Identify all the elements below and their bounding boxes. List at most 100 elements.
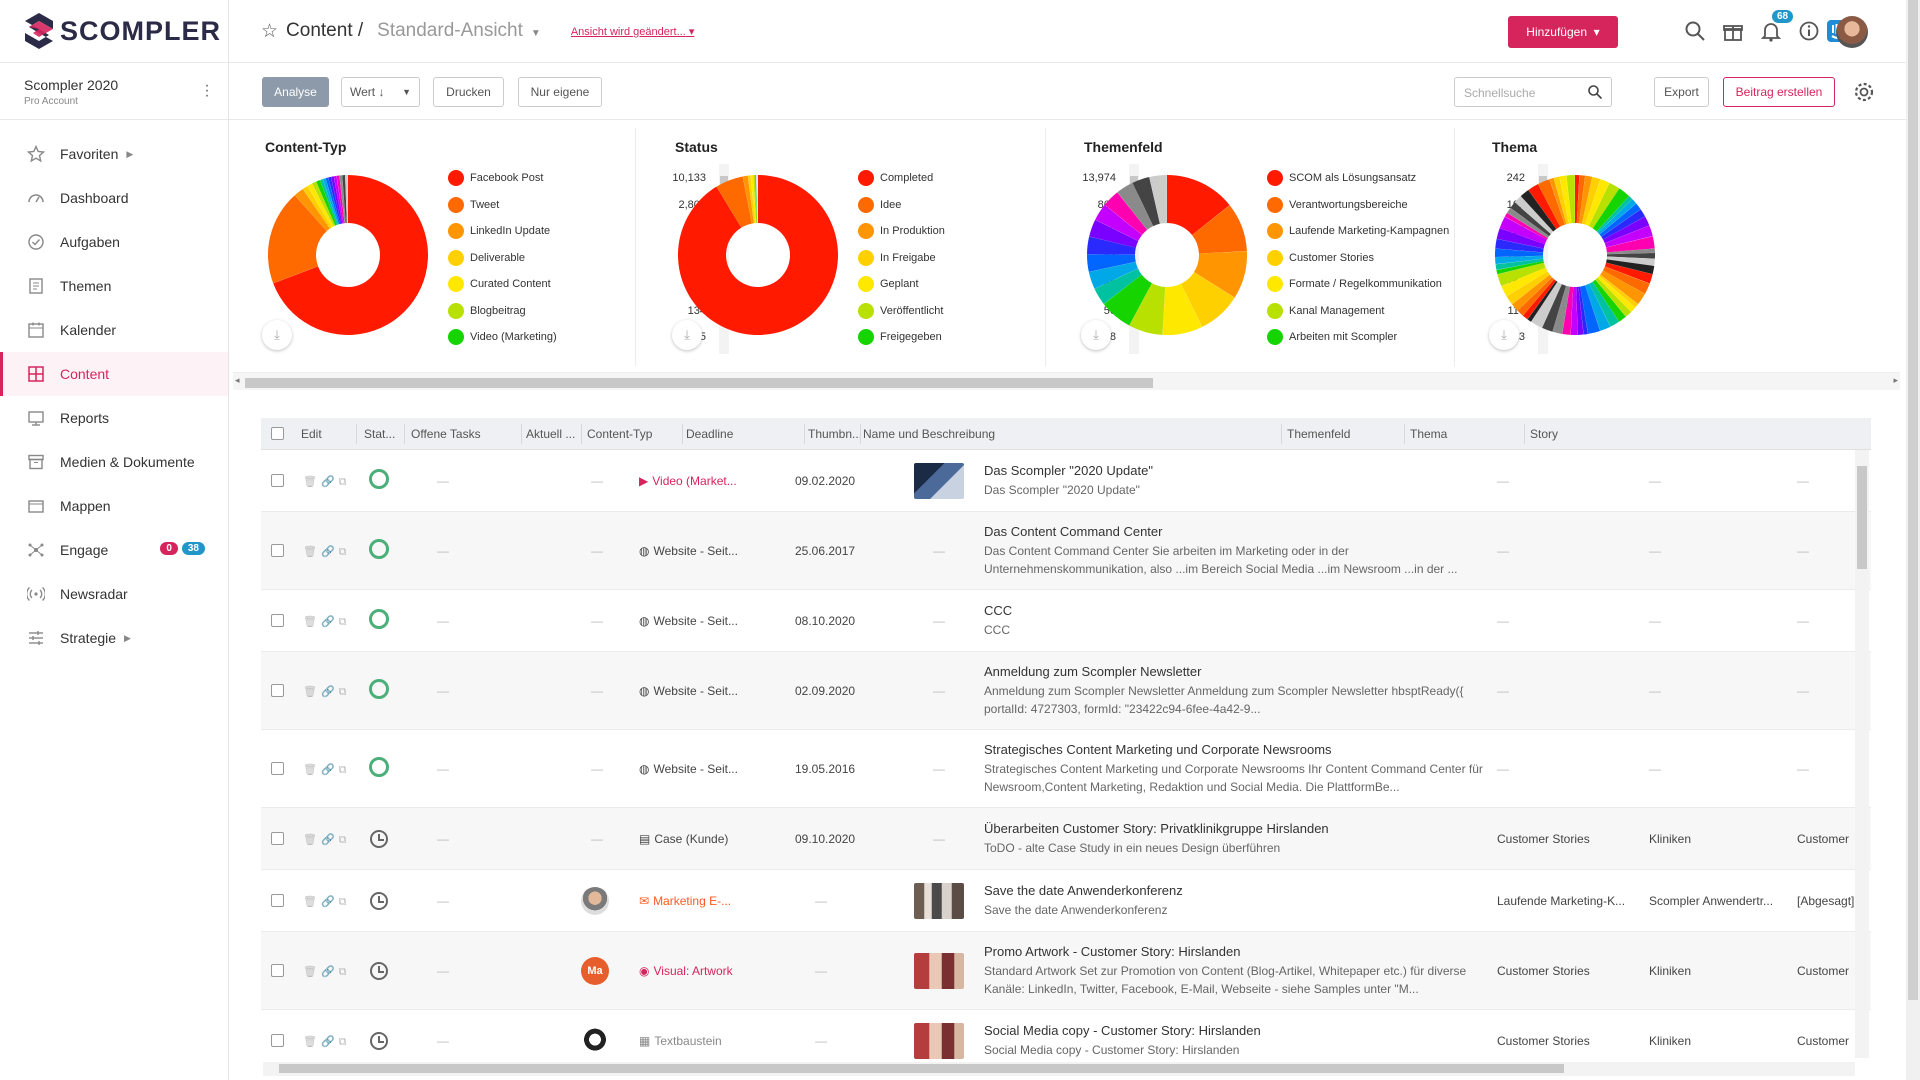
name-description-cell[interactable]: CCC CCC — [984, 603, 1489, 639]
status-done-icon[interactable] — [369, 757, 389, 777]
copy-icon[interactable]: ⧉ — [338, 966, 351, 978]
add-button[interactable]: Hinzufügen ▾ — [1508, 16, 1618, 48]
content-type[interactable]: ▶ Video (Market... — [639, 474, 737, 488]
donut-slice[interactable] — [1553, 176, 1569, 225]
column-divider[interactable] — [1524, 424, 1525, 444]
analyse-button[interactable]: Analyse — [262, 77, 329, 107]
sidebar-item-newsradar[interactable]: Newsradar — [0, 572, 228, 616]
row-checkbox[interactable] — [271, 894, 284, 907]
column-header-name-und-beschreibung[interactable]: Name und Beschreibung — [863, 427, 996, 441]
donut-slice[interactable] — [1104, 192, 1148, 235]
donut-slice[interactable] — [1162, 283, 1202, 335]
table-row[interactable]: 🗑🔗⧉ — — ◍ Website - Seit... 19.05.2016 — Strate… — [261, 730, 1871, 808]
row-checkbox[interactable] — [271, 832, 284, 845]
view-change-link[interactable]: Ansicht wird geändert... ▾ — [570, 25, 695, 38]
favorite-star-icon[interactable]: ☆ — [261, 20, 279, 42]
sidebar-item-kalender[interactable]: Kalender — [0, 308, 228, 352]
donut-slice[interactable] — [339, 175, 346, 224]
donut-chart[interactable] — [266, 173, 430, 337]
donut-slice[interactable] — [328, 176, 342, 224]
donut-slice[interactable] — [747, 175, 755, 224]
donut-slice[interactable] — [1117, 182, 1154, 230]
donut-slice[interactable] — [1094, 268, 1142, 304]
donut-slice[interactable] — [302, 186, 332, 229]
table-row[interactable]: 🗑🔗⧉ — Ma ◉ Visual: Artwork — Promo Artwork - C… — [261, 932, 1871, 1010]
legend-item[interactable]: SCOM als Lösungsansatz 242 — [1267, 165, 1525, 192]
download-icon[interactable]: ⤓ — [1489, 320, 1519, 350]
link-icon[interactable]: 🔗 — [320, 546, 339, 558]
delete-icon[interactable]: 🗑 — [303, 834, 321, 846]
thumbnail-image[interactable] — [914, 883, 964, 919]
donut-slice[interactable] — [756, 175, 758, 224]
assignee-avatar[interactable] — [581, 1027, 609, 1055]
column-divider[interactable] — [1404, 424, 1405, 444]
donut-slice[interactable] — [1596, 196, 1633, 233]
name-description-cell[interactable]: Das Scompler "2020 Update" Das Scompler "… — [984, 463, 1489, 499]
donut-slice[interactable] — [320, 179, 338, 226]
scrollbar-thumb[interactable] — [1857, 466, 1867, 569]
download-icon[interactable]: ⤓ — [1081, 320, 1111, 350]
status-done-icon[interactable] — [369, 609, 389, 629]
sidebar-item-aufgaben[interactable]: Aufgaben — [0, 220, 228, 264]
content-type[interactable]: ◍ Website - Seit... — [639, 684, 738, 698]
donut-slice[interactable] — [294, 189, 330, 232]
donut-slice[interactable] — [1566, 175, 1575, 224]
table-row[interactable]: 🗑🔗⧉ — — ▤ Case (Kunde) 09.10.2020 — Überarbeite… — [261, 808, 1871, 870]
legend-item[interactable]: Completed 13,974 — [858, 165, 1116, 192]
column-divider[interactable] — [581, 424, 582, 444]
column-header-offene-tasks[interactable]: Offene Tasks — [411, 427, 481, 441]
table-row[interactable]: 🗑🔗⧉ — ▦ Textbaustein — Social Media copy - Cu… — [261, 1010, 1871, 1068]
link-icon[interactable]: 🔗 — [320, 834, 339, 846]
status-clock-icon[interactable] — [370, 1032, 388, 1050]
donut-slice[interactable] — [1497, 262, 1546, 287]
status-clock-icon[interactable] — [370, 830, 388, 848]
legend-item[interactable]: Kanal Management 117 — [1267, 298, 1525, 325]
scrollbar-thumb[interactable] — [1908, 0, 1918, 1000]
link-icon[interactable]: 🔗 — [320, 966, 339, 978]
thumbnail-image[interactable] — [914, 1023, 964, 1059]
donut-slice[interactable] — [1496, 261, 1544, 275]
column-divider[interactable] — [682, 424, 683, 444]
donut-slice[interactable] — [1129, 283, 1166, 335]
link-icon[interactable]: 🔗 — [320, 476, 339, 488]
donut-slice[interactable] — [311, 181, 336, 227]
scroll-right-icon[interactable]: ▸ — [1893, 375, 1898, 385]
donut-slice[interactable] — [1495, 248, 1544, 258]
donut-slice[interactable] — [1510, 202, 1551, 237]
donut-slice[interactable] — [342, 175, 347, 224]
content-type[interactable]: ◉ Visual: Artwork — [639, 964, 733, 978]
link-icon[interactable]: 🔗 — [320, 616, 339, 628]
assignee-avatar[interactable] — [581, 887, 609, 915]
table-horizontal-scrollbar[interactable] — [263, 1062, 1855, 1076]
donut-slice[interactable] — [756, 175, 758, 224]
column-divider[interactable] — [1281, 424, 1282, 444]
content-type[interactable]: ◍ Website - Seit... — [639, 614, 738, 628]
thumbnail-image[interactable] — [914, 463, 964, 499]
donut-slice[interactable] — [1527, 280, 1558, 322]
donut-slice[interactable] — [1089, 219, 1139, 248]
sidebar-item-themen[interactable]: Themen — [0, 264, 228, 308]
donut-slice[interactable] — [750, 175, 757, 224]
donut-slice[interactable] — [1514, 196, 1554, 234]
sidebar-item-mappen[interactable]: Mappen — [0, 484, 228, 528]
donut-slice[interactable] — [1517, 277, 1555, 316]
name-description-cell[interactable]: Promo Artwork - Customer Story: Hirsland… — [984, 944, 1489, 998]
donut-slice[interactable] — [1132, 177, 1160, 227]
donut-slice[interactable] — [307, 183, 334, 228]
donut-slice[interactable] — [1552, 285, 1570, 334]
sidebar-item-favoriten[interactable]: Favoriten ▶ — [0, 132, 228, 176]
donut-slice[interactable] — [1520, 190, 1557, 232]
donut-slice[interactable] — [1512, 274, 1553, 311]
delete-icon[interactable]: 🗑 — [303, 1036, 321, 1048]
sidebar-item-content[interactable]: Content — [0, 352, 228, 396]
name-description-cell[interactable]: Überarbeiten Customer Story: Privatklini… — [984, 821, 1489, 857]
name-description-cell[interactable]: Strategisches Content Marketing und Corp… — [984, 742, 1489, 796]
name-description-cell[interactable]: Das Content Command Center Das Content Co… — [984, 524, 1489, 578]
donut-slice[interactable] — [1585, 283, 1611, 331]
delete-icon[interactable]: 🗑 — [303, 616, 321, 628]
donut-slice[interactable] — [742, 175, 754, 224]
donut-slice[interactable] — [1599, 203, 1641, 237]
sort-select[interactable]: Wert ↓ ▼ — [341, 77, 420, 107]
download-icon[interactable]: ⤓ — [262, 320, 292, 350]
donut-slice[interactable] — [273, 175, 428, 335]
